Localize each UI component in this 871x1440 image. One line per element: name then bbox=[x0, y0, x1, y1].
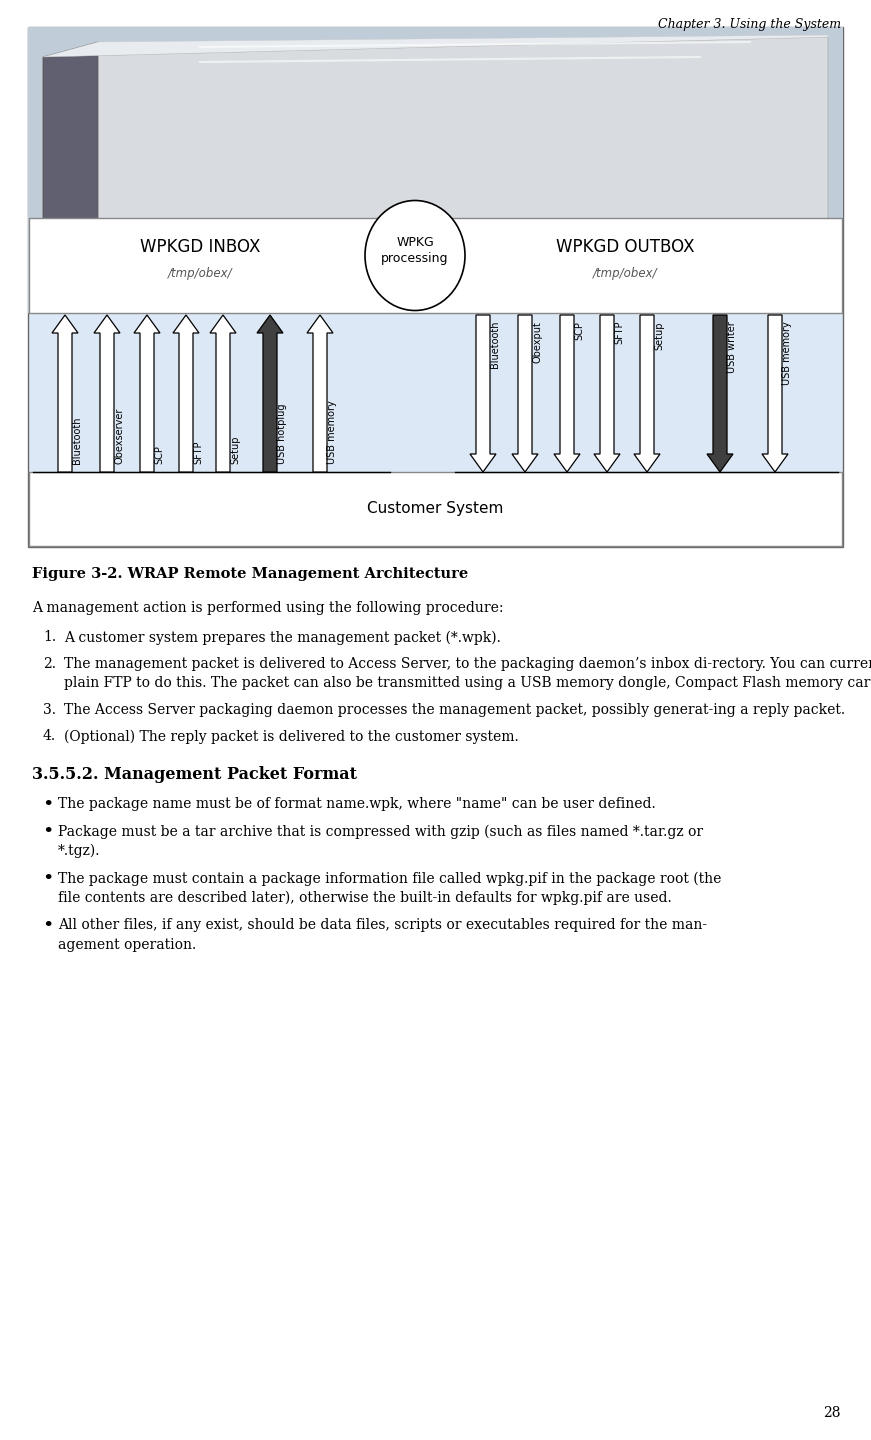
Bar bbox=[28, 27, 843, 312]
Text: (Optional) The reply packet is delivered to the customer system.: (Optional) The reply packet is delivered… bbox=[64, 729, 519, 743]
Text: Customer System: Customer System bbox=[368, 501, 503, 517]
FancyArrow shape bbox=[257, 315, 283, 472]
Text: The package name must be of format name.wpk, where "name" can be user defined.: The package name must be of format name.… bbox=[58, 796, 656, 811]
Text: 3.5.5.2. Management Packet Format: 3.5.5.2. Management Packet Format bbox=[32, 766, 357, 783]
Bar bbox=[29, 217, 842, 312]
FancyArrow shape bbox=[52, 315, 78, 472]
Text: A management action is performed using the following procedure:: A management action is performed using t… bbox=[32, 600, 503, 615]
Ellipse shape bbox=[365, 200, 465, 311]
Text: WPKG
processing: WPKG processing bbox=[381, 236, 449, 265]
Text: Bluetooth: Bluetooth bbox=[490, 321, 500, 369]
Text: •: • bbox=[42, 796, 53, 814]
Text: Package must be a tar archive that is compressed with gzip (such as files named : Package must be a tar archive that is co… bbox=[58, 825, 703, 840]
Text: USB writer: USB writer bbox=[727, 321, 737, 373]
Text: Setup: Setup bbox=[230, 435, 240, 464]
Text: 1.: 1. bbox=[43, 631, 56, 644]
Text: 4.: 4. bbox=[43, 729, 56, 743]
Text: USB hotplug: USB hotplug bbox=[277, 403, 287, 464]
FancyArrow shape bbox=[762, 315, 788, 472]
Text: 2.: 2. bbox=[43, 657, 56, 671]
Text: /tmp/obex/: /tmp/obex/ bbox=[592, 266, 658, 279]
Text: USB memory: USB memory bbox=[327, 400, 337, 464]
Text: SFTP: SFTP bbox=[193, 441, 203, 464]
Text: Figure 3-2. WRAP Remote Management Architecture: Figure 3-2. WRAP Remote Management Archi… bbox=[32, 567, 469, 580]
Text: WPKGD OUTBOX: WPKGD OUTBOX bbox=[556, 239, 694, 256]
FancyArrow shape bbox=[307, 315, 333, 472]
Text: USB memory: USB memory bbox=[782, 321, 792, 384]
Polygon shape bbox=[43, 42, 98, 292]
Text: The management packet is delivered to Access Server, to the packaging daemon’s i: The management packet is delivered to Ac… bbox=[64, 657, 871, 671]
Text: /tmp/obex/: /tmp/obex/ bbox=[168, 266, 233, 279]
FancyArrow shape bbox=[634, 315, 660, 472]
Text: 3.: 3. bbox=[43, 703, 56, 717]
FancyArrow shape bbox=[134, 315, 160, 472]
Text: agement operation.: agement operation. bbox=[58, 937, 196, 952]
Text: SCP: SCP bbox=[574, 321, 584, 340]
FancyArrow shape bbox=[94, 315, 120, 472]
FancyArrow shape bbox=[512, 315, 538, 472]
Text: Bluetooth: Bluetooth bbox=[72, 416, 82, 464]
FancyArrow shape bbox=[210, 315, 236, 472]
Bar bbox=[28, 27, 843, 547]
Text: SFTP: SFTP bbox=[614, 321, 624, 344]
Polygon shape bbox=[43, 253, 828, 302]
FancyArrow shape bbox=[594, 315, 620, 472]
Text: The package must contain a package information file called wpkg.pif in the packa: The package must contain a package infor… bbox=[58, 871, 721, 886]
Text: 28: 28 bbox=[823, 1405, 841, 1420]
Text: •: • bbox=[42, 917, 53, 936]
Text: All other files, if any exist, should be data files, scripts or executables requ: All other files, if any exist, should be… bbox=[58, 919, 707, 933]
Text: SCP: SCP bbox=[154, 445, 164, 464]
Text: *.tgz).: *.tgz). bbox=[58, 844, 100, 858]
FancyArrow shape bbox=[554, 315, 580, 472]
FancyArrow shape bbox=[173, 315, 199, 472]
Text: WPKGD INBOX: WPKGD INBOX bbox=[140, 239, 260, 256]
Text: •: • bbox=[42, 870, 53, 888]
Text: The Access Server packaging daemon processes the management packet, possibly gen: The Access Server packaging daemon proce… bbox=[64, 703, 845, 717]
Text: plain FTP to do this. The packet can also be transmitted using a USB memory dong: plain FTP to do this. The packet can als… bbox=[64, 677, 871, 690]
Polygon shape bbox=[43, 35, 828, 58]
Text: Obexput: Obexput bbox=[532, 321, 542, 363]
Polygon shape bbox=[43, 37, 828, 274]
Text: Setup: Setup bbox=[654, 321, 664, 350]
Text: Obexserver: Obexserver bbox=[114, 408, 124, 464]
Text: •: • bbox=[42, 824, 53, 841]
Bar bbox=[29, 472, 842, 546]
Text: file contents are described later), otherwise the built-in defaults for wpkg.pif: file contents are described later), othe… bbox=[58, 891, 672, 906]
Text: A customer system prepares the management packet (*.wpk).: A customer system prepares the managemen… bbox=[64, 631, 501, 645]
Text: Chapter 3. Using the System: Chapter 3. Using the System bbox=[658, 17, 841, 32]
FancyArrow shape bbox=[707, 315, 733, 472]
FancyArrow shape bbox=[470, 315, 496, 472]
